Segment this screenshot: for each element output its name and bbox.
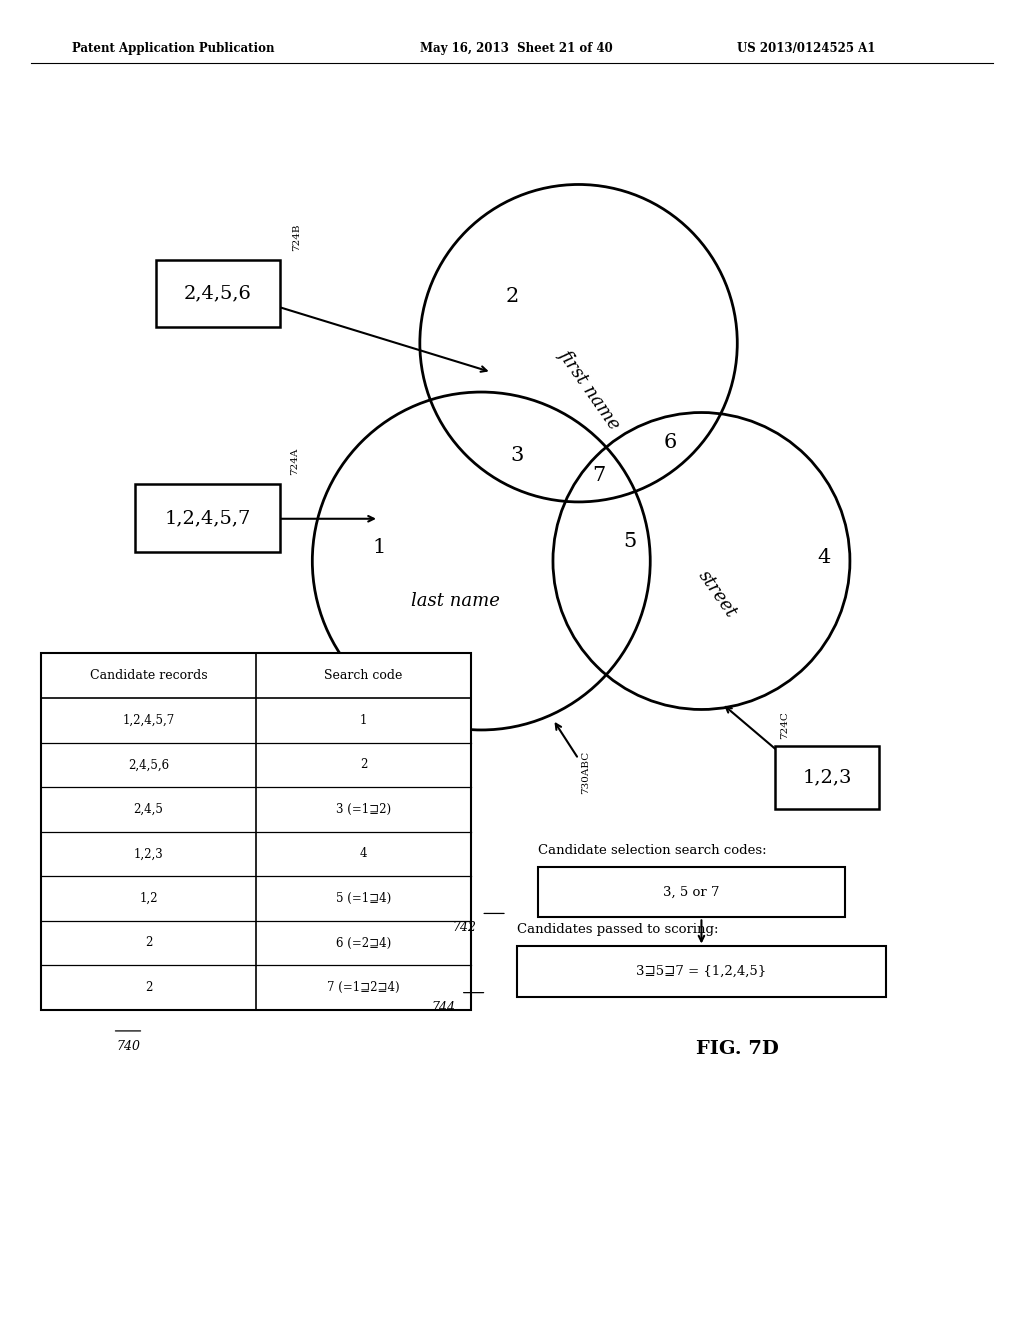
Text: 740: 740 bbox=[116, 1040, 140, 1053]
Text: 724C: 724C bbox=[780, 711, 790, 739]
Text: 5 (=1⊒4): 5 (=1⊒4) bbox=[336, 892, 391, 906]
Text: Candidates passed to scoring:: Candidates passed to scoring: bbox=[517, 923, 719, 936]
Text: last name: last name bbox=[412, 591, 500, 610]
Text: 1,2,3: 1,2,3 bbox=[133, 847, 164, 861]
Text: 2: 2 bbox=[506, 288, 518, 306]
Text: 1,2,4,5,7: 1,2,4,5,7 bbox=[122, 714, 175, 727]
Text: 6: 6 bbox=[665, 433, 677, 451]
Text: 1: 1 bbox=[359, 714, 368, 727]
Text: 1: 1 bbox=[372, 539, 386, 557]
Text: US 2013/0124525 A1: US 2013/0124525 A1 bbox=[737, 42, 876, 55]
FancyBboxPatch shape bbox=[775, 746, 879, 809]
Text: 2,4,5,6: 2,4,5,6 bbox=[183, 285, 252, 302]
Text: 3 (=1⊒2): 3 (=1⊒2) bbox=[336, 803, 391, 816]
Text: first name: first name bbox=[555, 346, 623, 433]
Text: 3, 5 or 7: 3, 5 or 7 bbox=[663, 886, 720, 899]
Text: 6 (=2⊒4): 6 (=2⊒4) bbox=[336, 936, 391, 949]
Text: 2,4,5,6: 2,4,5,6 bbox=[128, 758, 169, 771]
Text: 724A: 724A bbox=[290, 447, 299, 475]
Text: 742: 742 bbox=[453, 921, 476, 935]
Text: 4: 4 bbox=[818, 548, 830, 566]
Text: Search code: Search code bbox=[325, 669, 402, 682]
Text: 1,2,4,5,7: 1,2,4,5,7 bbox=[164, 510, 251, 527]
Text: 3⊒5⊒7 = {1,2,4,5}: 3⊒5⊒7 = {1,2,4,5} bbox=[636, 965, 767, 978]
Text: Patent Application Publication: Patent Application Publication bbox=[72, 42, 274, 55]
Text: 2: 2 bbox=[144, 936, 153, 949]
Text: 1,2,3: 1,2,3 bbox=[802, 768, 852, 787]
Text: May 16, 2013  Sheet 21 of 40: May 16, 2013 Sheet 21 of 40 bbox=[420, 42, 612, 55]
Text: Candidate selection search codes:: Candidate selection search codes: bbox=[538, 843, 766, 857]
Text: Candidate records: Candidate records bbox=[90, 669, 207, 682]
Text: 1,2: 1,2 bbox=[139, 892, 158, 906]
Text: 2: 2 bbox=[359, 758, 368, 771]
Text: street: street bbox=[694, 566, 739, 622]
Text: 2: 2 bbox=[144, 981, 153, 994]
Text: 744: 744 bbox=[432, 1001, 456, 1014]
Text: 5: 5 bbox=[624, 532, 636, 550]
Text: 730ABC: 730ABC bbox=[582, 751, 590, 793]
Bar bbox=[517, 946, 886, 997]
Text: 7 (=1⊒2⊒4): 7 (=1⊒2⊒4) bbox=[328, 981, 399, 994]
FancyBboxPatch shape bbox=[135, 484, 280, 552]
Bar bbox=[41, 653, 471, 1010]
Text: 724B: 724B bbox=[292, 223, 301, 251]
Text: 3: 3 bbox=[510, 446, 524, 465]
Text: 4: 4 bbox=[359, 847, 368, 861]
Text: FIG. 7D: FIG. 7D bbox=[696, 1040, 778, 1059]
Bar bbox=[538, 867, 845, 917]
Text: 2,4,5: 2,4,5 bbox=[133, 803, 164, 816]
Text: 7: 7 bbox=[593, 466, 605, 484]
FancyBboxPatch shape bbox=[156, 260, 280, 327]
